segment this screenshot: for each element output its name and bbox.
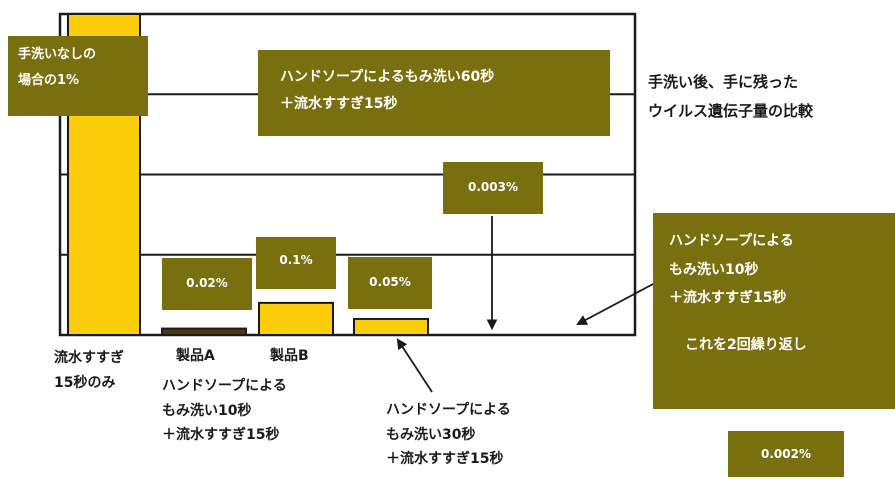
annotation-wash-twice-line-3: ＋流水すすぎ15秒	[669, 290, 787, 307]
annotation-no-wash: 手洗いなしの 場合の1%	[8, 36, 148, 116]
category-label-soap-10s-line-2: もみ洗い10秒	[162, 402, 252, 419]
category-label-soap-30s: ハンドソープによる もみ洗い30秒 ＋流水すすぎ15秒	[386, 398, 511, 472]
arrow-wash-twice	[576, 282, 656, 326]
category-label-soap-30s-line-2: もみ洗い30秒	[386, 426, 476, 443]
bar-product-b	[258, 301, 334, 336]
category-label-soap-10s-line-1: ハンドソープによる	[162, 378, 287, 394]
annotation-wash-60s-line-2: ＋流水すすぎ15秒	[280, 96, 398, 113]
value-label-soap-60s: 0.003%	[443, 162, 543, 214]
value-label-product-a: 0.02%	[162, 258, 252, 310]
bar-product-a	[161, 327, 247, 336]
category-label-product-b: 製品B	[270, 348, 309, 364]
category-label-rinse-only-line-1: 流水すすぎ	[54, 350, 124, 366]
category-label-soap-10s: ハンドソープによる もみ洗い10秒 ＋流水すすぎ15秒	[162, 374, 287, 448]
category-label-soap-10s-line-3: ＋流水すすぎ15秒	[162, 427, 280, 443]
category-label-soap-30s-line-1: ハンドソープによる	[386, 402, 511, 418]
chart-title-line-1: 手洗い後、手に残った	[648, 73, 799, 91]
annotation-wash-twice: ハンドソープによる もみ洗い10秒 ＋流水すすぎ15秒 これを2回繰り返し	[653, 213, 895, 409]
value-label-wash-twice: 0.002%	[728, 431, 844, 477]
chart-title: 手洗い後、手に残った ウイルス遺伝子量の比較	[648, 68, 813, 127]
arrow-soap-30s	[396, 338, 433, 393]
value-label-product-b: 0.1%	[256, 237, 336, 289]
annotation-wash-twice-line-4: これを2回繰り返し	[685, 337, 807, 354]
bar-soap-30s	[353, 317, 429, 337]
category-label-product-a: 製品A	[176, 348, 215, 364]
annotation-wash-twice-line-2: もみ洗い10秒	[669, 261, 759, 278]
annotation-wash-60s: ハンドソープによるもみ洗い60秒 ＋流水すすぎ15秒	[258, 50, 610, 136]
annotation-wash-twice-line-1: ハンドソープによる	[669, 233, 794, 249]
annotation-no-wash-line-2: 場合の1%	[18, 73, 80, 88]
chart-title-line-2: ウイルス遺伝子量の比較	[648, 102, 814, 121]
value-label-soap-30s: 0.05%	[348, 257, 432, 309]
annotation-wash-60s-line-1: ハンドソープによるもみ洗い60秒	[280, 69, 495, 85]
category-label-rinse-only-line-2: 15秒のみ	[54, 375, 116, 392]
annotation-no-wash-line-1: 手洗いなしの	[18, 47, 97, 62]
category-label-soap-30s-line-3: ＋流水すすぎ15秒	[386, 451, 504, 467]
category-label-rinse-only: 流水すすぎ 15秒のみ	[54, 346, 124, 396]
plot-frame	[58, 12, 637, 337]
